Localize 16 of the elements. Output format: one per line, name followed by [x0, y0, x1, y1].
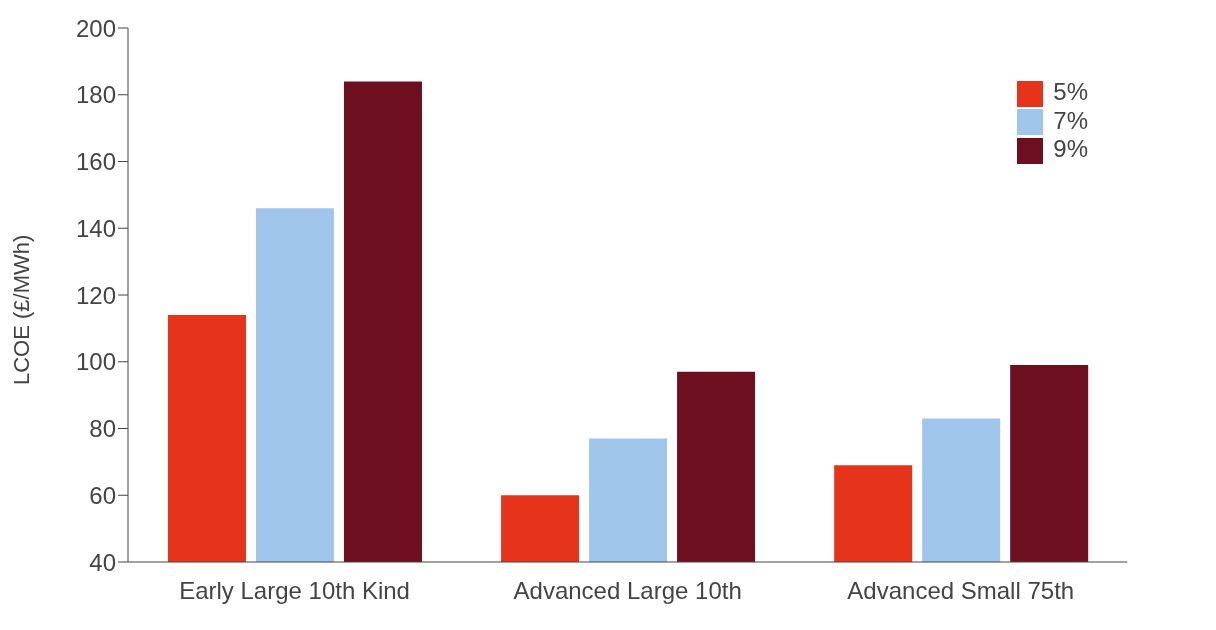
y-tick-label: 80 [89, 415, 116, 443]
y-tick-label: 160 [75, 148, 116, 176]
legend-label: 5% [1053, 78, 1088, 105]
legend-label: 9% [1053, 135, 1088, 163]
x-tick-label: Early Large 10th Kind [179, 577, 410, 605]
y-tick-label: 40 [89, 548, 116, 576]
y-tick-label: 180 [75, 81, 116, 109]
y-tick-label: 120 [75, 281, 116, 309]
legend-label: 7% [1053, 106, 1088, 134]
y-axis-title: LCOE (£/MWh) [8, 234, 34, 385]
y-tick-label: 60 [89, 481, 116, 509]
y-tick-label: 140 [75, 214, 116, 242]
y-tick-label: 200 [75, 14, 116, 42]
x-tick-label: Advanced Large 10th [513, 577, 742, 605]
y-tick-label: 100 [75, 348, 116, 376]
x-tick-label: Advanced Small 75th [847, 577, 1075, 605]
